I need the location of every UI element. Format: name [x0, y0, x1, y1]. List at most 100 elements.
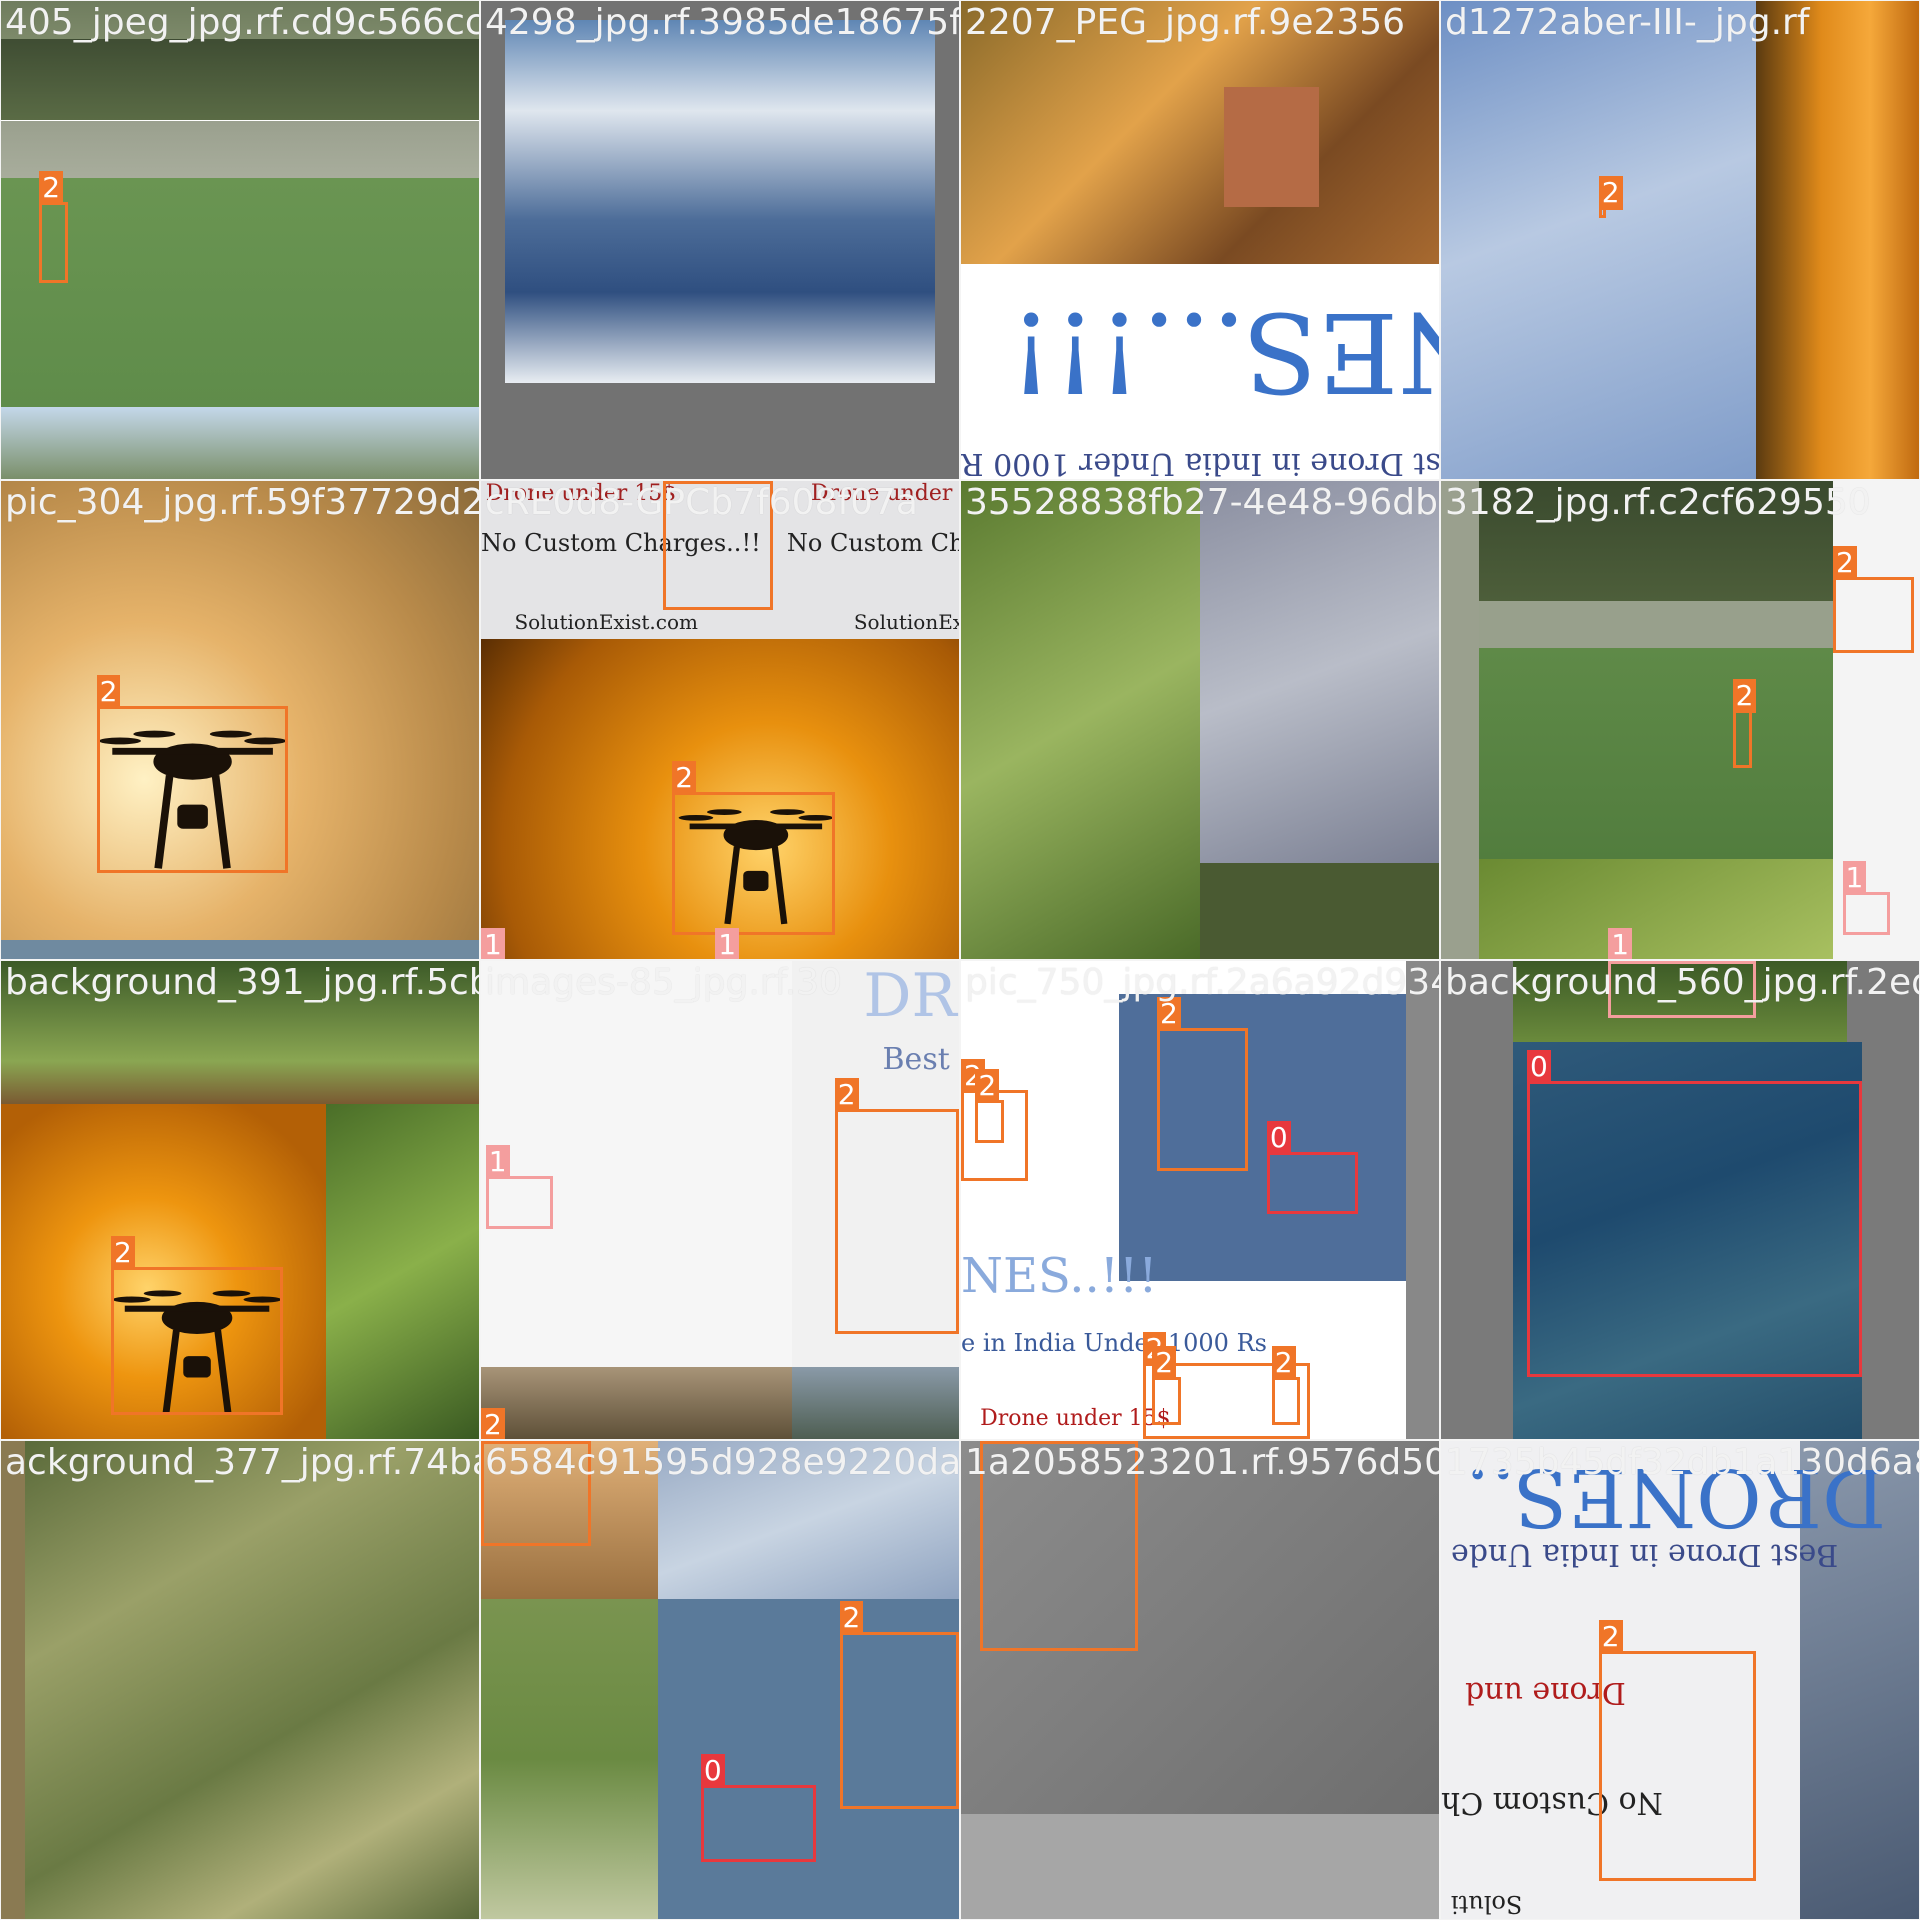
detection-box: 0	[1527, 1049, 1862, 1377]
image-region	[1441, 1, 1757, 479]
image-region	[481, 481, 959, 639]
image-region	[1, 39, 479, 121]
ad-text: Drone under 15$	[810, 481, 959, 506]
image-region	[961, 263, 1439, 479]
image-region	[1405, 961, 1439, 1439]
detection-box: 2	[975, 1068, 1004, 1143]
class-id-tag: 2	[975, 1068, 1000, 1103]
detection-box: 1	[481, 928, 505, 959]
image-region	[1118, 994, 1406, 1282]
class-id-tag: 1	[1608, 961, 1633, 964]
image-region	[961, 1813, 1439, 1919]
image-region	[481, 638, 959, 959]
detection-box: 2	[672, 760, 835, 936]
image-region	[481, 1367, 792, 1439]
detection-box: 1	[1608, 961, 1757, 1019]
mosaic-tile: 35528838fb27-4e48-96db-9fa	[960, 480, 1440, 960]
image-region	[1, 481, 479, 940]
detection-box: 1	[1608, 928, 1633, 959]
detection-box: 2	[1152, 1345, 1181, 1425]
image-region	[1, 1, 479, 40]
mosaic-tile: 2206584c91595d928e9220daf	[480, 1440, 960, 1920]
image-region	[1200, 481, 1439, 864]
mosaic-tile: 2 405_jpeg_jpg.rf.cd9c566cc1	[0, 0, 480, 480]
mosaic-tile: ackground_377_jpg.rf.74ba	[0, 1440, 480, 1920]
ad-text: Drone under 15$	[485, 481, 677, 506]
mosaic-tile: DRONES.. Best Drone in India Unde Drone un…	[1440, 1440, 1920, 1920]
detection-box: 2	[1598, 1620, 1757, 1881]
ad-text: SolutionExist.com	[853, 610, 959, 635]
detection-box: 2	[839, 1601, 959, 1810]
detection-box: 2	[834, 1078, 959, 1334]
detection-box: 1	[485, 1145, 553, 1229]
detection-box: 0	[700, 1754, 816, 1862]
detection-box: 2	[1271, 1345, 1301, 1425]
ad-text: SolutionExist.com	[514, 610, 698, 635]
image-region	[1441, 1441, 1800, 1919]
class-id-tag: 2	[39, 170, 64, 205]
class-id-tag: 2	[672, 760, 697, 795]
class-id-tag: 2	[1832, 545, 1857, 580]
detection-box: 2	[1732, 679, 1757, 768]
image-region	[1, 961, 479, 1105]
image-region	[1479, 600, 1833, 649]
image-region	[504, 20, 936, 384]
class-id-tag: 2	[481, 1408, 505, 1439]
detection-box: 2	[1598, 175, 1623, 219]
image-region	[1512, 1042, 1862, 1439]
class-id-tag: 1	[485, 1145, 510, 1180]
image-region	[961, 481, 1200, 959]
image-region	[1, 1104, 327, 1439]
drone-silhouette-icon	[98, 731, 286, 870]
detection-box: 0	[1266, 1121, 1358, 1215]
ad-text: e in India Under 1000 Rs	[961, 1329, 1267, 1358]
ad-text: No Custom Charges..!!	[786, 528, 959, 557]
detection-box: 1	[715, 928, 740, 959]
detection-box: 2	[39, 170, 68, 283]
mosaic-tile: NES..!!! e in India Under 1000 Rs Drone un…	[960, 960, 1440, 1440]
detection-box: 2	[96, 674, 288, 873]
class-id-tag: 2	[1732, 679, 1757, 714]
ad-text: Soluti	[1450, 1890, 1522, 1919]
mosaic-tile: 2 pic_304_jpg.rf.59f37729d23	[0, 480, 480, 960]
image-region	[1479, 648, 1833, 859]
image-region	[1, 939, 479, 959]
image-region	[481, 961, 792, 1368]
ad-text: DR	[863, 961, 957, 1031]
drone-silhouette-icon	[112, 1290, 282, 1413]
detection-box: 2	[481, 1408, 505, 1439]
image-region	[1756, 1, 1919, 479]
image-region	[961, 1441, 1439, 1814]
detection-box: 2	[1832, 545, 1915, 654]
class-id-tag: 2	[110, 1235, 135, 1270]
image-region	[1, 407, 479, 479]
image-region	[481, 1598, 658, 1919]
image-region	[1479, 858, 1833, 959]
ad-text: DRONES...!!!	[1008, 287, 1439, 416]
class-id-tag: 2	[1598, 175, 1623, 210]
image-region	[961, 1, 1439, 264]
ad-text: No Custom Charges..!!	[481, 528, 761, 557]
ad-text: Best Dr	[882, 1042, 959, 1078]
mosaic-tile: 4298_jpg.rf.3985de18675fc2	[480, 0, 960, 480]
detection-box: 2	[980, 1441, 1138, 1652]
image-region	[24, 1441, 479, 1919]
class-id-tag: 0	[1527, 1049, 1551, 1084]
class-id-tag: 2	[1156, 996, 1181, 1031]
class-id-tag: 1	[715, 928, 740, 959]
class-id-tag: 2	[1271, 1345, 1296, 1380]
ad-text: DRONES..	[1464, 1450, 1887, 1544]
class-id-tag: 0	[1266, 1121, 1291, 1156]
class-id-tag: 0	[700, 1754, 725, 1789]
image-region	[1223, 87, 1320, 207]
class-id-tag: 1	[1842, 861, 1867, 896]
class-id-tag: 2	[481, 1441, 505, 1444]
image-region	[481, 1441, 658, 1599]
mosaic-tile: 2 d1272aber-III-_jpg.rf	[1440, 0, 1920, 480]
class-id-tag: 2	[662, 481, 687, 484]
mosaic-tile: 01background_560_jpg.rf.2ed3	[1440, 960, 1920, 1440]
class-id-tag: 2	[1598, 1620, 1623, 1655]
class-id-tag: 1	[481, 928, 505, 959]
class-id-tag: 2	[834, 1078, 859, 1113]
